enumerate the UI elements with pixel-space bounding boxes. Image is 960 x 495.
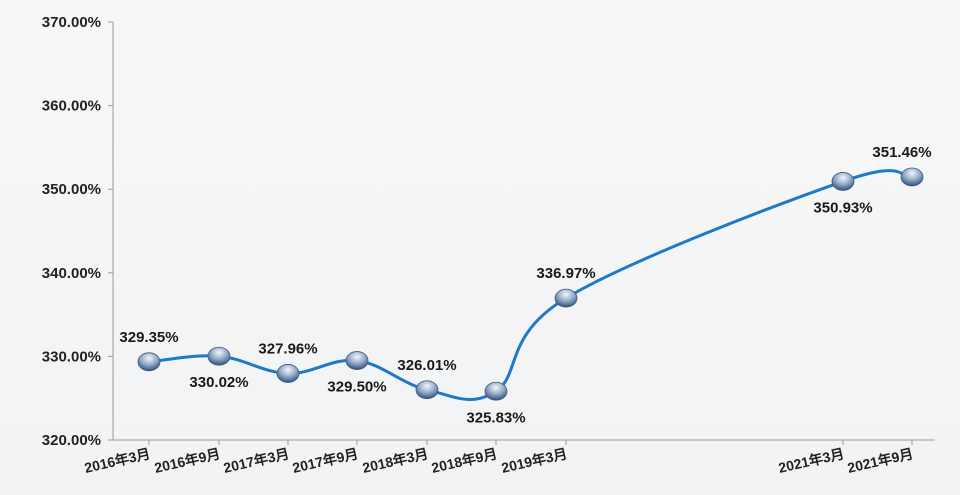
data-label: 350.93% xyxy=(813,199,872,216)
data-label: 326.01% xyxy=(397,357,456,374)
x-tick-label: 2019年3月 xyxy=(500,445,569,476)
series-line-group xyxy=(147,169,914,401)
markers xyxy=(137,167,924,401)
data-point-marker xyxy=(484,381,508,401)
data-label: 329.50% xyxy=(327,379,386,396)
data-point-marker xyxy=(345,351,369,370)
y-tick-label: 350.00% xyxy=(42,181,101,198)
data-point-marker xyxy=(554,288,578,308)
x-tick-label: 2016年3月 xyxy=(83,445,152,476)
data-label: 351.46% xyxy=(872,144,931,161)
y-tick-label: 320.00% xyxy=(42,432,101,449)
data-point-marker xyxy=(900,167,924,187)
x-tick-label: 2021年3月 xyxy=(777,445,846,476)
x-tick-label: 2021年9月 xyxy=(846,445,915,476)
series-line xyxy=(147,169,914,401)
data-point-marker xyxy=(207,346,231,366)
data-point-marker xyxy=(415,380,439,400)
y-tick-label: 360.00% xyxy=(42,98,101,115)
x-tick-label: 2017年3月 xyxy=(222,445,291,476)
data-label: 330.02% xyxy=(189,374,248,391)
data-label: 336.97% xyxy=(536,265,595,282)
x-tick-label: 2016年9月 xyxy=(153,445,222,476)
x-tick-label: 2018年9月 xyxy=(430,445,499,476)
data-label: 327.96% xyxy=(258,340,317,357)
data-label: 329.35% xyxy=(119,329,178,346)
y-tick-label: 370.00% xyxy=(42,14,101,31)
axes: 320.00% 330.00% 340.00% 350.00% 360.00% 370.0… xyxy=(42,14,935,476)
y-tick-label: 330.00% xyxy=(42,348,101,365)
x-tick-label: 2017年9月 xyxy=(291,445,360,476)
x-tick-label: 2018年3月 xyxy=(361,445,430,476)
y-tick-label: 340.00% xyxy=(42,265,101,282)
data-label: 325.83% xyxy=(466,409,525,426)
data-point-marker xyxy=(276,364,300,383)
data-point-marker xyxy=(137,352,161,372)
data-point-marker xyxy=(831,172,855,191)
data-labels: 329.35% 330.02% 327.96% 329.50% 326.01% 325.8… xyxy=(119,144,931,426)
